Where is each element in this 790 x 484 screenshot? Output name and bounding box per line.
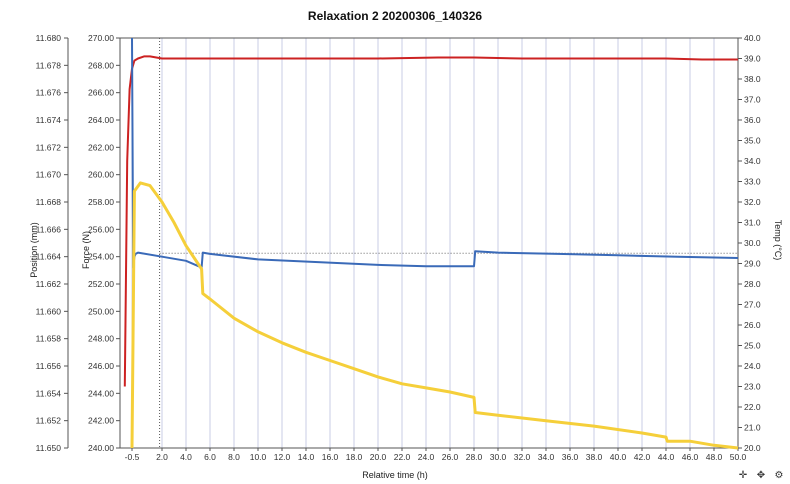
temp-tick-label: 29.0 (744, 259, 761, 269)
x-tick-label: 4.0 (180, 452, 192, 462)
position-tick-label: 11.660 (36, 306, 62, 316)
temp-tick-label: 31.0 (744, 218, 761, 228)
x-tick-label: 26.0 (442, 452, 459, 462)
force-tick-label: 242.00 (88, 416, 114, 426)
temp-tick-label: 37.0 (744, 95, 761, 105)
position-tick-label: 11.674 (36, 115, 62, 125)
x-tick-label: 34.0 (538, 452, 555, 462)
position-tick-label: 11.650 (36, 443, 62, 453)
force-tick-label: 240.00 (88, 443, 114, 453)
x-tick-label: 44.0 (658, 452, 675, 462)
x-tick-label: -0.5 (125, 452, 140, 462)
temp-tick-label: 20.0 (744, 443, 761, 453)
crosshair-icon[interactable]: ✛ (738, 470, 748, 481)
temp-tick-label: 35.0 (744, 136, 761, 146)
settings-icon[interactable]: ⚙ (774, 470, 784, 481)
force-tick-label: 266.00 (88, 88, 114, 98)
force-tick-label: 268.00 (88, 60, 114, 70)
x-tick-label: 24.0 (418, 452, 435, 462)
x-tick-label: 30.0 (490, 452, 507, 462)
x-tick-label: 14.0 (298, 452, 315, 462)
force-tick-label: 260.00 (88, 170, 114, 180)
chart-toolbar: ✛ ✥ ⚙ (736, 470, 786, 482)
x-tick-label: 22.0 (394, 452, 411, 462)
x-tick-label: 2.0 (156, 452, 168, 462)
position-series-line (131, 37, 739, 269)
temp-tick-label: 40.0 (744, 33, 761, 43)
force-tick-label: 244.00 (88, 388, 114, 398)
x-tick-label: 42.0 (634, 452, 651, 462)
force-tick-label: 270.00 (88, 33, 114, 43)
temperature-series-line (123, 55, 738, 387)
x-tick-label: 16.0 (322, 452, 339, 462)
position-tick-label: 11.654 (36, 388, 62, 398)
force-tick-label: 248.00 (88, 334, 114, 344)
position-tick-label: 11.656 (36, 361, 62, 371)
x-tick-label: 50.0 (730, 452, 747, 462)
position-tick-label: 11.668 (36, 197, 62, 207)
x-tick-label: 32.0 (514, 452, 531, 462)
temp-tick-label: 27.0 (744, 300, 761, 310)
temp-tick-label: 21.0 (744, 423, 761, 433)
x-tick-label: 46.0 (682, 452, 699, 462)
force-tick-label: 254.00 (88, 252, 114, 262)
plot-frame (119, 37, 739, 449)
position-tick-label: 11.678 (36, 60, 62, 70)
temp-tick-label: 32.0 (744, 197, 761, 207)
force-series-line (130, 181, 739, 450)
position-tick-label: 11.664 (36, 252, 62, 262)
temp-tick-label: 24.0 (744, 361, 761, 371)
chart-title: Relaxation 2 20200306_140326 (307, 9, 483, 23)
position-tick-label: 11.680 (36, 33, 62, 43)
x-tick-label: 18.0 (346, 452, 363, 462)
temp-tick-label: 26.0 (744, 320, 761, 330)
x-axis-label: Relative time (h) (362, 470, 428, 480)
x-tick-label: 12.0 (274, 452, 291, 462)
x-tick-label: 8.0 (228, 452, 240, 462)
temp-tick-label: 22.0 (744, 402, 761, 412)
x-tick-label: 48.0 (706, 452, 723, 462)
temp-tick-label: 23.0 (744, 382, 761, 392)
force-tick-label: 250.00 (88, 306, 114, 316)
temp-tick-label: 36.0 (744, 115, 761, 125)
force-tick-label: 262.00 (88, 142, 114, 152)
position-tick-label: 11.662 (36, 279, 62, 289)
force-tick-label: 264.00 (88, 115, 114, 125)
position-tick-label: 11.670 (36, 170, 62, 180)
temp-tick-label: 33.0 (744, 177, 761, 187)
position-tick-label: 11.672 (36, 142, 62, 152)
temp-tick-label: 34.0 (744, 156, 761, 166)
x-tick-label: 28.0 (466, 452, 483, 462)
temp-tick-label: 38.0 (744, 74, 761, 84)
temp-tick-label: 25.0 (744, 341, 761, 351)
force-tick-label: 256.00 (88, 224, 114, 234)
x-tick-label: 40.0 (610, 452, 627, 462)
pan-icon[interactable]: ✥ (756, 470, 766, 481)
temp-tick-label: 28.0 (744, 279, 761, 289)
x-tick-label: 6.0 (204, 452, 216, 462)
temp-tick-label: 30.0 (744, 238, 761, 248)
force-tick-label: 246.00 (88, 361, 114, 371)
x-tick-label: 10.0 (250, 452, 267, 462)
position-tick-label: 11.676 (36, 88, 62, 98)
force-tick-label: 258.00 (88, 197, 114, 207)
x-tick-label: 20.0 (370, 452, 387, 462)
x-tick-label: 38.0 (586, 452, 603, 462)
position-tick-label: 11.658 (36, 334, 62, 344)
force-tick-label: 252.00 (88, 279, 114, 289)
temp-tick-label: 39.0 (744, 54, 761, 64)
position-tick-label: 11.666 (36, 224, 62, 234)
position-tick-label: 11.652 (36, 416, 62, 426)
x-tick-label: 36.0 (562, 452, 579, 462)
